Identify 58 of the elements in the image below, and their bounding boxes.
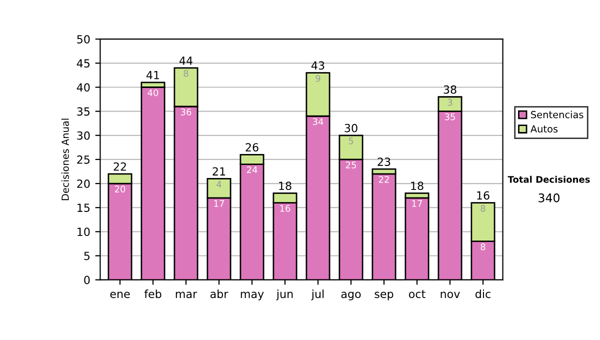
y-tick-label: 15 <box>78 204 90 212</box>
x-tick-label: feb <box>144 290 162 298</box>
y-tick-label: 30 <box>77 131 90 140</box>
y-tick-label: 50 <box>77 35 90 44</box>
y-tick-label: 25 <box>77 155 90 164</box>
data-label: 9 <box>316 74 320 82</box>
legend-label: Autos <box>530 125 558 133</box>
y-tick-label: 45 <box>76 59 90 68</box>
data-label: 16 <box>280 204 290 212</box>
total-label: 21 <box>212 167 226 176</box>
data-label: 24 <box>246 166 258 174</box>
total-label: 16 <box>477 191 490 200</box>
data-label: 3 <box>448 98 452 106</box>
x-tick-label: oct <box>408 290 426 298</box>
y-tick-label: 10 <box>78 228 90 236</box>
y-tick-label: 0 <box>84 276 90 284</box>
x-tick-label: nov <box>440 292 460 298</box>
data-label: 8 <box>480 243 486 250</box>
data-label: 4 <box>216 180 222 188</box>
y-tick-label: 20 <box>77 180 90 188</box>
x-tick-label: sep <box>374 292 394 300</box>
x-tick-label: jun <box>276 290 293 300</box>
total-label: 23 <box>378 158 390 166</box>
data-label: 36 <box>180 108 192 116</box>
x-tick-label: ago <box>341 292 361 300</box>
x-tick-label: jul <box>311 290 324 300</box>
data-label: 34 <box>312 118 324 126</box>
data-label: 40 <box>148 89 158 96</box>
total-label: 38 <box>444 85 456 94</box>
y-tick-label: 40 <box>76 83 90 92</box>
data-label: 35 <box>444 113 455 120</box>
data-label: 8 <box>480 204 486 212</box>
total-label: 18 <box>411 182 424 190</box>
total-label: 44 <box>179 56 192 65</box>
y-tick-label: 5 <box>84 252 90 260</box>
text: 340 <box>538 193 560 202</box>
total-label: 30 <box>344 124 358 132</box>
data-label: 17 <box>412 200 422 207</box>
data-label: 22 <box>378 176 389 183</box>
y-axis-title: Decisiones Anual <box>61 118 69 200</box>
text: Total Decisiones <box>508 176 590 183</box>
total-label: 22 <box>114 162 126 171</box>
x-tick-label: ene <box>110 292 130 298</box>
legend-label: Sentencias <box>531 110 584 118</box>
x-tick-label: may <box>240 292 264 300</box>
total-label: 41 <box>146 71 160 80</box>
total-label: 26 <box>246 143 258 152</box>
x-tick-label: mar <box>176 292 198 298</box>
data-label: 20 <box>114 186 126 192</box>
total-label: 43 <box>311 61 324 70</box>
x-tick-label: abr <box>210 290 228 298</box>
y-tick-label: 35 <box>77 107 90 116</box>
x-tick-label: dic <box>475 290 490 298</box>
total-label: 18 <box>279 182 292 190</box>
data-label: 25 <box>346 162 356 168</box>
data-label: 8 <box>184 70 188 77</box>
data-label: 5 <box>348 138 354 144</box>
data-label: 17 <box>214 200 224 207</box>
